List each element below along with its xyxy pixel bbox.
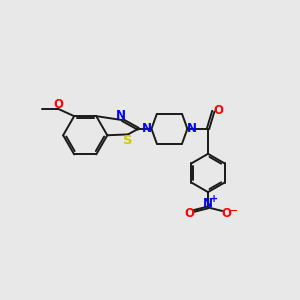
- Text: +: +: [210, 194, 218, 204]
- Text: O: O: [185, 207, 195, 220]
- Text: N: N: [203, 197, 213, 210]
- Text: S: S: [123, 134, 133, 147]
- Text: O: O: [53, 98, 63, 111]
- Text: N: N: [142, 122, 152, 135]
- Text: O: O: [221, 207, 231, 220]
- Text: −: −: [229, 206, 239, 216]
- Text: N: N: [187, 122, 197, 135]
- Text: N: N: [116, 109, 126, 122]
- Text: O: O: [213, 104, 223, 117]
